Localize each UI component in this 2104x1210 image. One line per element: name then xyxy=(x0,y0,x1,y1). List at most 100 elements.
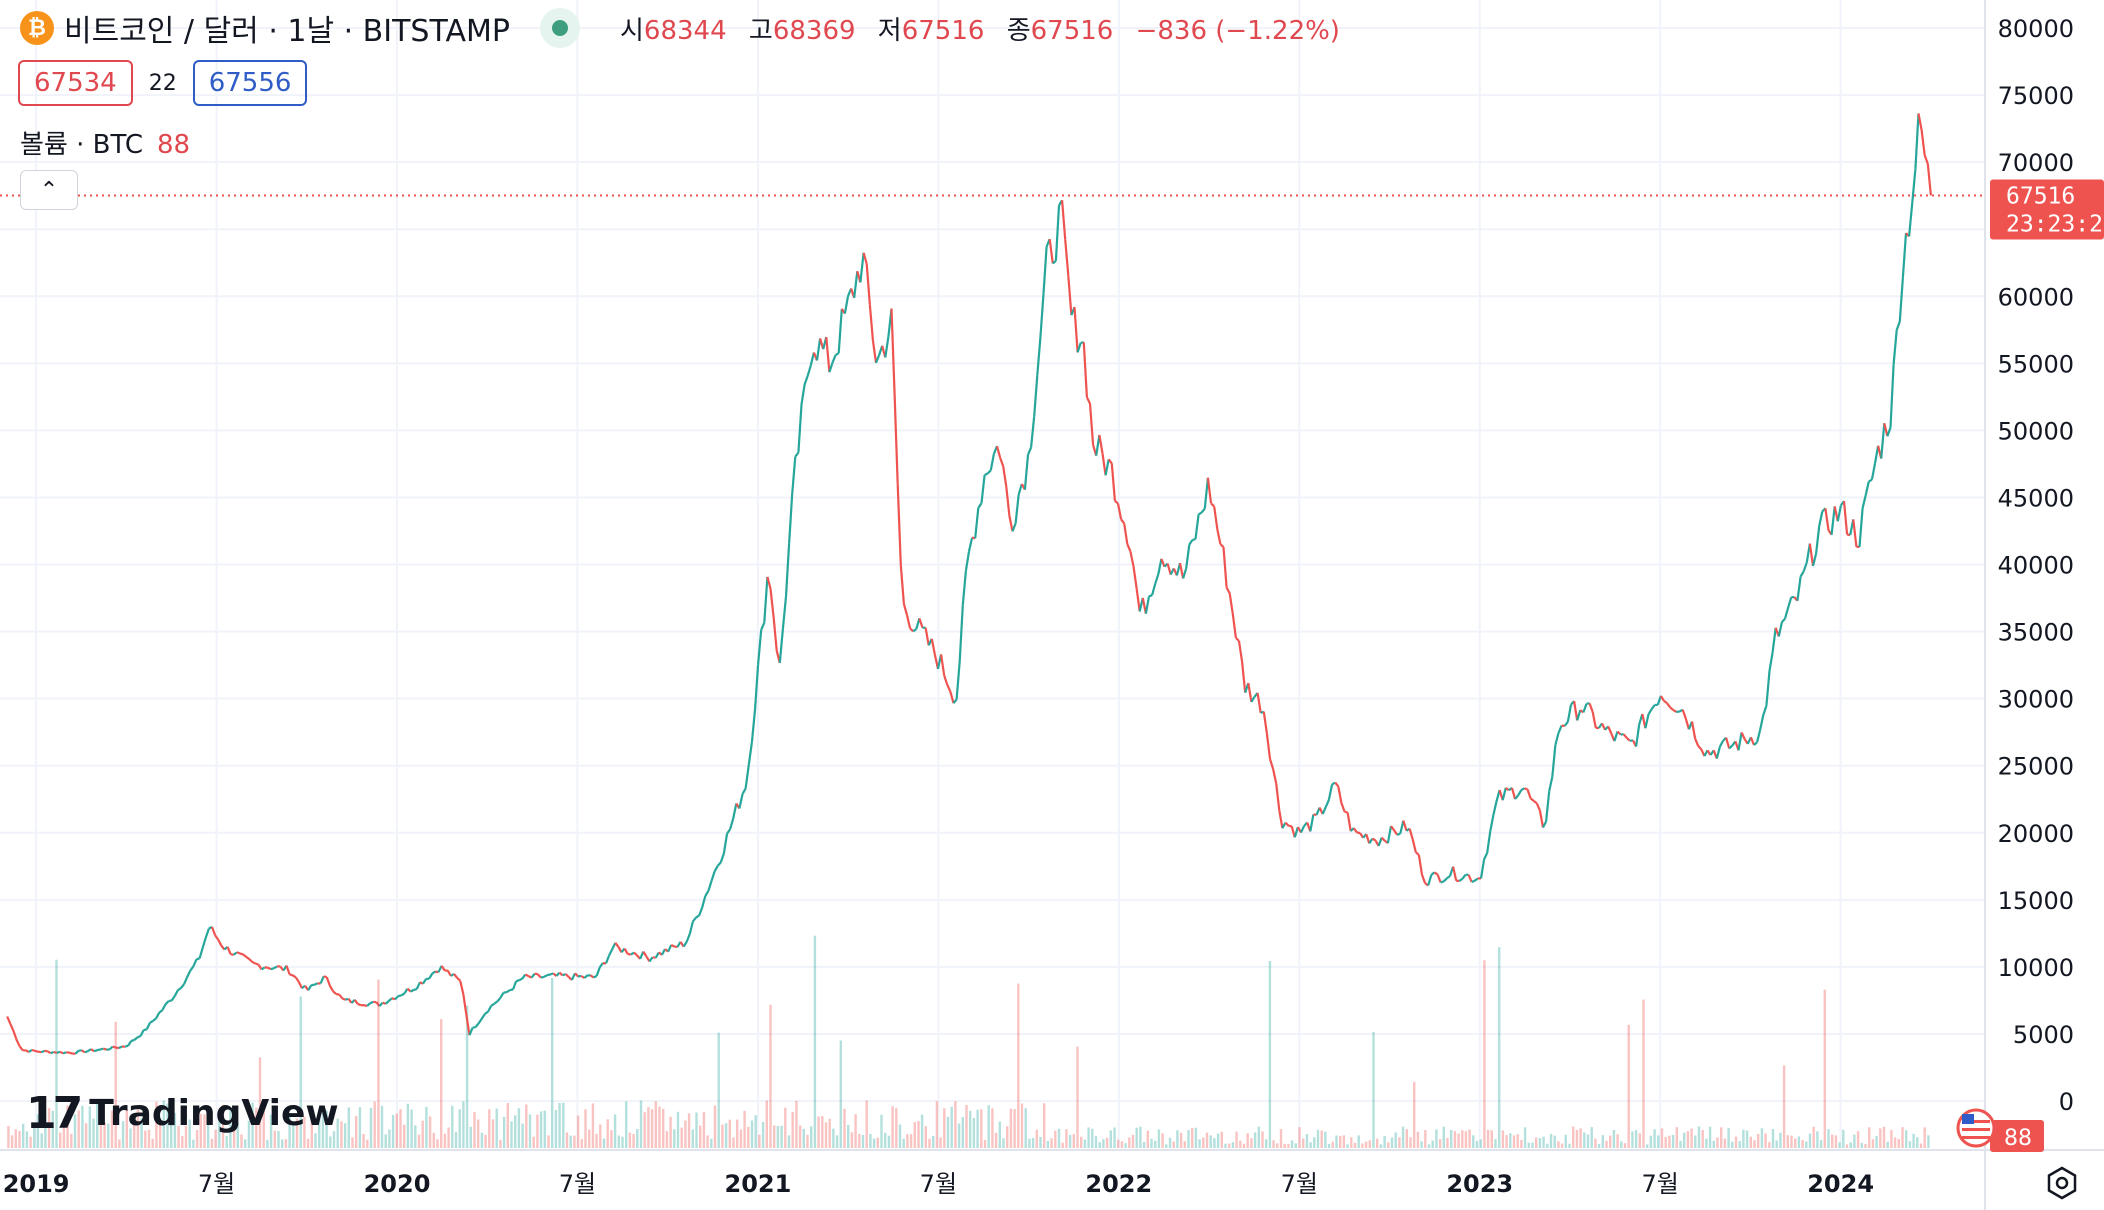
volume-bar xyxy=(306,1138,310,1148)
tradingview-logo[interactable]: 17 TradingView xyxy=(26,1088,339,1139)
price-segment xyxy=(47,1050,52,1055)
price-segment xyxy=(1563,721,1569,727)
volume-bar xyxy=(1002,1138,1005,1148)
volume-bar xyxy=(1560,1143,1564,1148)
price-segment xyxy=(1756,729,1762,743)
volume-bar xyxy=(406,1103,410,1148)
volume-bar xyxy=(1113,1127,1116,1148)
price-segment xyxy=(236,951,241,955)
volume-bar xyxy=(1775,1140,1778,1148)
price-segment xyxy=(707,880,713,892)
volume-bar xyxy=(872,1138,876,1148)
volume-bar xyxy=(1272,1140,1275,1148)
volume-bar xyxy=(1531,1142,1534,1148)
price-segment xyxy=(9,1023,15,1032)
volume-bar xyxy=(147,1129,151,1148)
volume-bar xyxy=(1923,1127,1926,1148)
price-segment xyxy=(484,1010,489,1015)
price-segment xyxy=(772,616,778,651)
price-segment xyxy=(1151,583,1157,596)
price-segment xyxy=(642,951,648,957)
volume-bar xyxy=(1708,1126,1712,1148)
price-segment xyxy=(1324,799,1330,808)
y-tick-label: 35000 xyxy=(1998,619,2074,647)
volume-bar xyxy=(854,1114,857,1148)
price-segment xyxy=(1684,718,1690,730)
price-segment xyxy=(1557,725,1563,734)
price-segment xyxy=(543,974,548,978)
volume-bar xyxy=(1712,1140,1715,1148)
buy-price-button[interactable]: 67556 xyxy=(192,60,308,106)
price-segment xyxy=(1858,508,1864,548)
volume-bar xyxy=(617,1135,620,1148)
x-tick-label: 2023 xyxy=(1446,1170,1513,1198)
price-segment xyxy=(1107,458,1113,465)
price-segment xyxy=(1241,661,1247,693)
x-tick-label: 2021 xyxy=(725,1170,792,1198)
price-segment xyxy=(1582,703,1588,713)
price-segment xyxy=(977,502,983,509)
symbol-title[interactable]: 비트코인 / 달러 · 1날 · BITSTAMP xyxy=(64,14,510,49)
volume-bar xyxy=(288,1113,291,1148)
volume-bar xyxy=(1213,1138,1216,1148)
volume-bar xyxy=(1094,1136,1098,1148)
volume-bar xyxy=(355,1116,358,1148)
price-segment xyxy=(1275,783,1281,811)
volume-bar xyxy=(1368,1140,1371,1148)
volume-bar xyxy=(1242,1143,1246,1148)
volume-bar xyxy=(525,1104,528,1148)
volume-bar xyxy=(321,1110,325,1148)
sell-price-button[interactable]: 67534 xyxy=(18,60,133,106)
volume-bar xyxy=(1875,1136,1878,1148)
volume-bar xyxy=(1738,1141,1741,1148)
volume-bar xyxy=(810,1126,813,1148)
price-segment xyxy=(967,537,974,552)
volume-bar xyxy=(895,1108,898,1148)
volume-bar xyxy=(484,1134,487,1148)
price-segment xyxy=(1870,463,1877,480)
price-segment xyxy=(248,958,254,963)
price-segment xyxy=(719,853,725,863)
volume-bar xyxy=(232,1121,236,1148)
price-segment xyxy=(716,861,722,867)
volume-bar xyxy=(436,1139,439,1148)
price-segment xyxy=(397,994,402,998)
price-segment xyxy=(1616,730,1622,736)
volume-bar xyxy=(188,1119,191,1148)
collapse-legend-button[interactable]: ⌃ xyxy=(20,170,78,210)
price-segment xyxy=(1042,246,1048,294)
volume-bar xyxy=(1305,1134,1309,1148)
price-segment xyxy=(1052,259,1057,265)
settings-icon[interactable] xyxy=(2044,1165,2080,1201)
price-segment xyxy=(1048,238,1054,264)
price-segment xyxy=(1799,570,1805,578)
volume-bar xyxy=(1516,1134,1519,1148)
volume-bar xyxy=(1646,1144,1649,1148)
price-segment xyxy=(1607,725,1613,735)
time-axis[interactable]: 2019 7월 2020 7월 2021 7월 2022 7월 2023 7월 2024 xyxy=(3,1170,1874,1198)
volume-bar xyxy=(59,1132,62,1148)
price-segment xyxy=(1321,806,1327,815)
volume-bar xyxy=(218,1110,221,1148)
price-segment xyxy=(1110,463,1116,501)
price-segment xyxy=(1777,621,1783,637)
volume-bar xyxy=(1065,1129,1068,1148)
volume-bar xyxy=(1860,1142,1863,1148)
volume-bar xyxy=(1927,1135,1930,1148)
volume-bar xyxy=(1634,1130,1638,1148)
price-segment xyxy=(18,1045,24,1051)
volume-bar xyxy=(47,1108,51,1148)
volume-bar xyxy=(1868,1127,1871,1148)
price-segment xyxy=(797,404,803,453)
price-segment xyxy=(1256,692,1262,714)
price-segment xyxy=(1192,538,1196,542)
volume-bar xyxy=(1413,1081,1416,1148)
price-segment xyxy=(1715,746,1721,759)
volume-bar xyxy=(1176,1130,1179,1148)
market-status-icon[interactable] xyxy=(539,8,580,48)
volume-bar xyxy=(1523,1127,1527,1148)
volume-bar xyxy=(332,1131,336,1148)
price-segment xyxy=(853,271,859,299)
price-segment xyxy=(1647,708,1653,715)
